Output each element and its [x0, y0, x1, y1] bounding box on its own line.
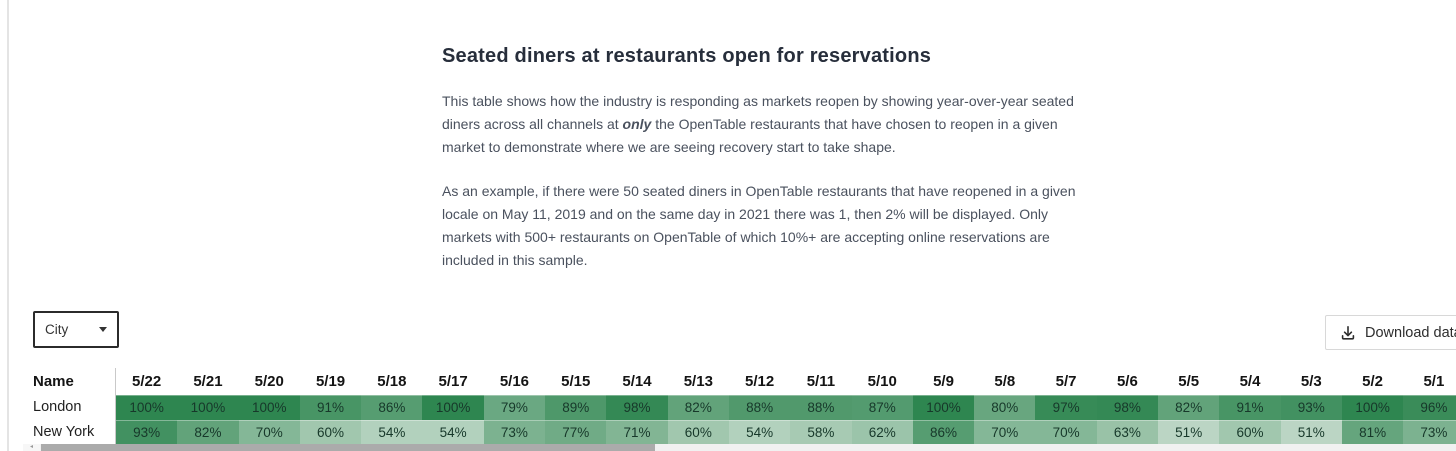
heatmap-cell[interactable]: 91%: [1219, 395, 1281, 420]
heatmap-cell[interactable]: 93%: [116, 420, 178, 445]
heatmap-cell[interactable]: 88%: [790, 395, 852, 420]
download-data-button[interactable]: Download data: [1325, 315, 1456, 350]
column-header-date: 5/7: [1035, 368, 1097, 395]
chevron-down-icon: [99, 327, 107, 332]
heatmap-cell[interactable]: 82%: [1158, 395, 1220, 420]
heatmap-cell[interactable]: 93%: [1280, 395, 1342, 420]
heatmap-cell[interactable]: 82%: [667, 395, 729, 420]
heatmap-cell[interactable]: 73%: [483, 420, 546, 445]
heatmap-cell[interactable]: 60%: [667, 420, 729, 445]
heatmap-cell[interactable]: 96%: [1403, 395, 1456, 420]
heatmap-cell[interactable]: 98%: [606, 395, 668, 420]
heatmap-cell[interactable]: 60%: [299, 420, 362, 445]
heatmap-cell[interactable]: 60%: [1219, 420, 1281, 445]
heatmap-cell[interactable]: 100%: [116, 395, 178, 420]
column-header-date: 5/1: [1403, 368, 1456, 395]
heatmap-cell[interactable]: 100%: [422, 395, 484, 420]
heatmap-cell[interactable]: 63%: [1096, 420, 1159, 445]
column-header-name: Name: [24, 368, 116, 395]
heatmap-cell[interactable]: 89%: [545, 395, 607, 420]
column-header-date: 5/8: [974, 368, 1036, 395]
heatmap-cell[interactable]: 97%: [1035, 395, 1097, 420]
column-header-date: 5/6: [1096, 368, 1159, 395]
column-header-date: 5/9: [912, 368, 975, 395]
column-header-date: 5/10: [851, 368, 913, 395]
heatmap-cell[interactable]: 87%: [851, 395, 913, 420]
row-label: London: [24, 395, 116, 420]
heatmap-cell[interactable]: 86%: [912, 420, 975, 445]
heatmap-cell[interactable]: 100%: [177, 395, 239, 420]
horizontal-scrollbar[interactable]: ◂: [23, 444, 1456, 451]
download-button-label: Download data: [1365, 324, 1456, 341]
heatmap-cell[interactable]: 98%: [1096, 395, 1159, 420]
column-header-date: 5/2: [1341, 368, 1404, 395]
column-header-date: 5/20: [238, 368, 300, 395]
dropdown-selected-value: City: [45, 322, 69, 337]
column-header-date: 5/15: [545, 368, 607, 395]
column-header-date: 5/17: [422, 368, 484, 395]
heatmap-cell[interactable]: 91%: [299, 395, 362, 420]
heatmap-cell[interactable]: 100%: [912, 395, 975, 420]
column-header-date: 5/3: [1280, 368, 1342, 395]
heatmap-cell[interactable]: 100%: [1341, 395, 1404, 420]
download-icon: [1341, 325, 1355, 340]
page-title: Seated diners at restaurants open for re…: [442, 45, 932, 67]
heatmap-cell[interactable]: 51%: [1158, 420, 1220, 445]
heatmap-cell[interactable]: 100%: [238, 395, 300, 420]
heatmap-cell[interactable]: 70%: [238, 420, 300, 445]
column-header-date: 5/13: [667, 368, 729, 395]
intro-text-emphasis: only: [622, 116, 652, 132]
column-header-date: 5/11: [790, 368, 852, 395]
heatmap-cell[interactable]: 54%: [728, 420, 791, 445]
heatmap-cell[interactable]: 51%: [1280, 420, 1342, 445]
heatmap-cell[interactable]: 73%: [1403, 420, 1456, 445]
column-header-date: 5/12: [728, 368, 791, 395]
heatmap-cell[interactable]: 77%: [545, 420, 607, 445]
view-by-dropdown[interactable]: City: [33, 311, 119, 348]
intro-paragraph: This table shows how the industry is res…: [442, 90, 1097, 159]
heatmap-cell[interactable]: 54%: [361, 420, 423, 445]
heatmap-cell[interactable]: 70%: [1035, 420, 1097, 445]
intro-text-after: the OpenTable restaurants that have chos…: [442, 116, 1058, 155]
heatmap-cell[interactable]: 54%: [422, 420, 484, 445]
column-header-date: 5/19: [299, 368, 362, 395]
heatmap-cell[interactable]: 79%: [483, 395, 546, 420]
column-header-date: 5/16: [483, 368, 546, 395]
heatmap-cell[interactable]: 81%: [1341, 420, 1404, 445]
column-header-date: 5/21: [177, 368, 239, 395]
heatmap-cell[interactable]: 82%: [177, 420, 239, 445]
example-paragraph: As an example, if there were 50 seated d…: [442, 183, 1076, 268]
description-section: Seated diners at restaurants open for re…: [442, 44, 1097, 272]
intro-text-before: This table shows how the industry is res…: [442, 93, 1074, 132]
scrollbar-thumb[interactable]: [41, 444, 655, 451]
heatmap-cell[interactable]: 88%: [728, 395, 791, 420]
heatmap-cell[interactable]: 58%: [790, 420, 852, 445]
column-header-date: 5/18: [361, 368, 423, 395]
heatmap-cell[interactable]: 71%: [606, 420, 668, 445]
column-header-date: 5/22: [116, 368, 178, 395]
heatmap-table: Name 5/22 5/21 5/20 5/19 5/18 5/17 5/16 5/15 5/14…: [24, 368, 1456, 445]
column-header-date: 5/14: [606, 368, 668, 395]
column-header-date: 5/4: [1219, 368, 1281, 395]
row-label: New York: [24, 420, 116, 445]
heatmap-cell[interactable]: 86%: [361, 395, 423, 420]
left-border-line: [7, 0, 9, 451]
heatmap-cell[interactable]: 70%: [974, 420, 1036, 445]
heatmap-cell[interactable]: 80%: [974, 395, 1036, 420]
heatmap-cell[interactable]: 62%: [851, 420, 913, 445]
column-header-date: 5/5: [1158, 368, 1220, 395]
scroll-left-button[interactable]: ◂: [23, 444, 40, 451]
